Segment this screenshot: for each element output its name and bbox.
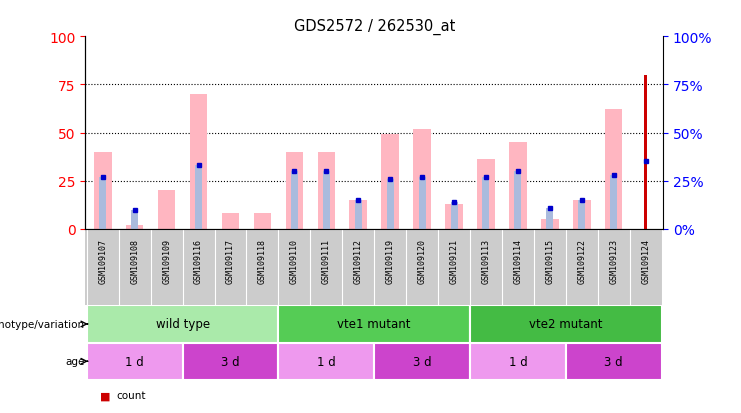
Text: wild type: wild type — [156, 318, 210, 331]
Text: 1 d: 1 d — [125, 355, 144, 368]
Text: GSM109108: GSM109108 — [130, 238, 139, 283]
Bar — [99, 177, 106, 229]
Text: count: count — [116, 390, 146, 400]
Text: GSM109117: GSM109117 — [226, 238, 235, 283]
Bar — [318, 152, 335, 229]
Text: GSM109121: GSM109121 — [450, 238, 459, 283]
Bar — [279, 306, 470, 343]
Bar — [94, 152, 112, 229]
Bar — [610, 176, 617, 229]
Text: GSM109116: GSM109116 — [194, 238, 203, 283]
Text: GSM109113: GSM109113 — [482, 238, 491, 283]
Text: genotype/variation: genotype/variation — [0, 319, 85, 329]
Bar — [541, 220, 559, 229]
Text: GSM109120: GSM109120 — [418, 238, 427, 283]
Bar — [222, 214, 239, 229]
Text: GSM109118: GSM109118 — [258, 238, 267, 283]
Bar — [190, 95, 207, 229]
Bar — [413, 129, 431, 229]
Bar — [387, 179, 393, 229]
Bar — [644, 76, 647, 229]
Bar — [285, 152, 303, 229]
Text: GSM109122: GSM109122 — [577, 238, 586, 283]
Bar — [279, 343, 374, 380]
Bar — [158, 191, 176, 229]
Bar — [573, 200, 591, 229]
Bar — [87, 343, 182, 380]
Title: GDS2572 / 262530_at: GDS2572 / 262530_at — [293, 18, 455, 34]
Bar — [477, 160, 495, 229]
Bar — [195, 166, 202, 229]
Bar — [578, 200, 585, 229]
Bar — [419, 177, 425, 229]
Bar — [355, 200, 362, 229]
Bar — [131, 210, 139, 229]
Bar — [514, 172, 522, 229]
Bar — [470, 343, 566, 380]
Bar — [350, 200, 367, 229]
Bar — [291, 172, 298, 229]
Text: GSM109109: GSM109109 — [162, 238, 171, 283]
Text: 3 d: 3 d — [605, 355, 623, 368]
Text: GSM109124: GSM109124 — [641, 238, 650, 283]
Bar — [253, 214, 271, 229]
Bar — [546, 208, 554, 229]
Text: GSM109111: GSM109111 — [322, 238, 330, 283]
Bar — [470, 306, 662, 343]
Bar — [451, 202, 457, 229]
Bar — [605, 110, 622, 229]
Text: 3 d: 3 d — [413, 355, 431, 368]
Bar — [566, 343, 662, 380]
Text: vte2 mutant: vte2 mutant — [529, 318, 602, 331]
Text: GSM109115: GSM109115 — [545, 238, 554, 283]
Bar — [382, 135, 399, 229]
Bar — [323, 172, 330, 229]
Bar — [482, 177, 490, 229]
Text: 3 d: 3 d — [222, 355, 240, 368]
Text: age: age — [65, 356, 85, 366]
Text: 1 d: 1 d — [508, 355, 528, 368]
Bar — [374, 343, 470, 380]
Text: GSM109123: GSM109123 — [609, 238, 618, 283]
Bar — [509, 143, 527, 229]
Text: GSM109110: GSM109110 — [290, 238, 299, 283]
Text: vte1 mutant: vte1 mutant — [337, 318, 411, 331]
Text: GSM109107: GSM109107 — [99, 238, 107, 283]
Text: GSM109112: GSM109112 — [353, 238, 363, 283]
Text: GSM109119: GSM109119 — [385, 238, 395, 283]
Bar — [87, 306, 279, 343]
Text: GSM109114: GSM109114 — [514, 238, 522, 283]
Bar — [126, 225, 144, 229]
Bar — [445, 204, 463, 229]
Text: 1 d: 1 d — [317, 355, 336, 368]
Bar — [182, 343, 279, 380]
Text: ■: ■ — [100, 390, 110, 400]
